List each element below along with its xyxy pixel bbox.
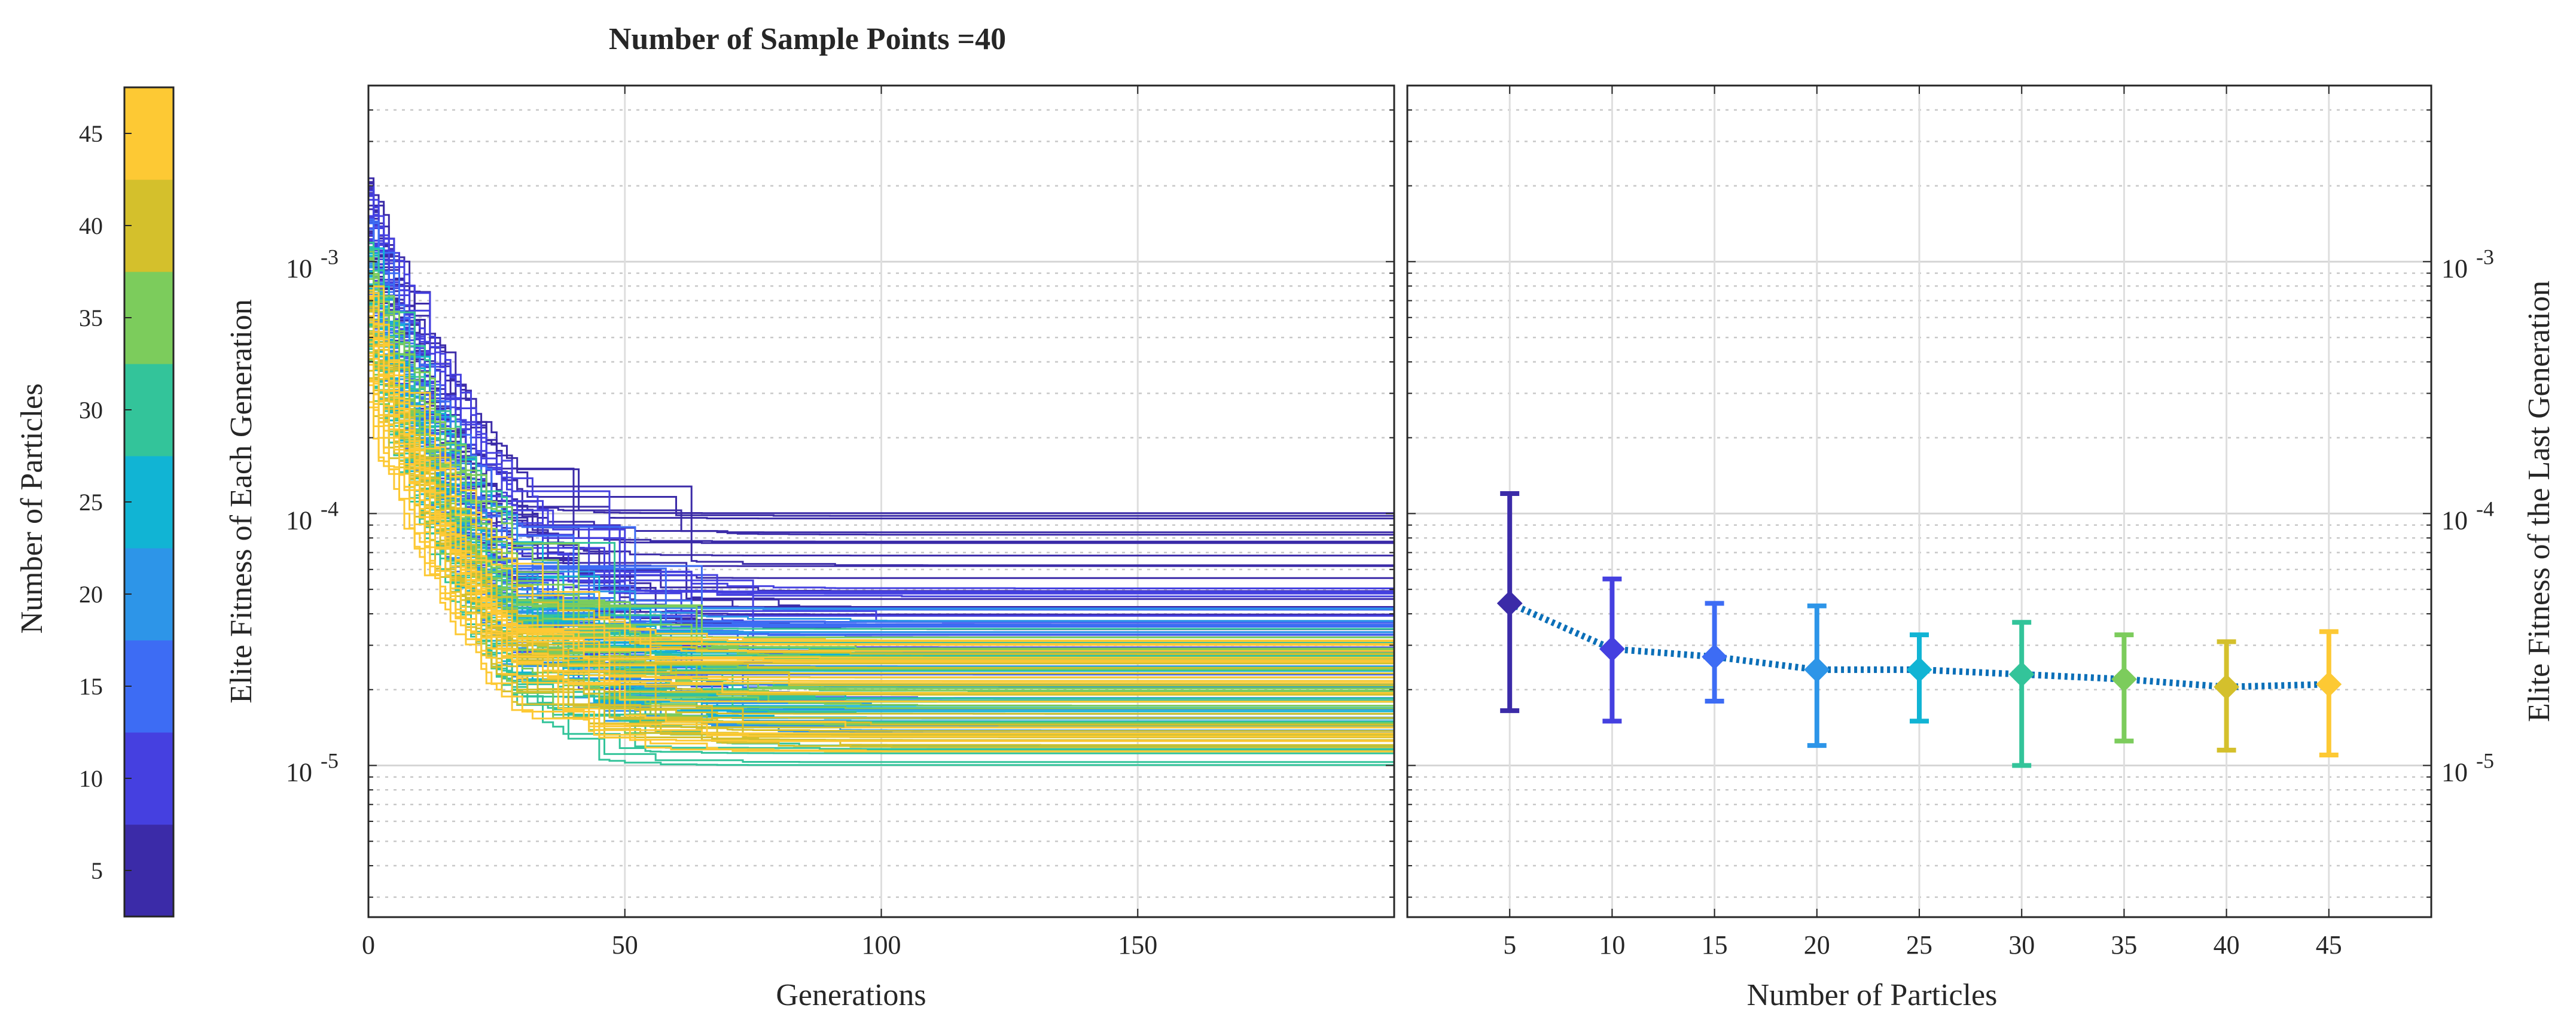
right-ylabel: Elite Fitness of the Last Generation [2522, 281, 2556, 722]
mean-marker [2111, 666, 2137, 692]
colorbar-blocks [124, 87, 173, 917]
series-line-45-particles [368, 315, 1394, 753]
x-tick-label: 45 [2316, 930, 2342, 960]
series-line-45-particles [368, 289, 1394, 652]
y-tick-label: 10 -4 [2441, 497, 2494, 535]
right-grid [1407, 84, 2431, 917]
colorbar-block [124, 732, 173, 825]
colorbar-tick-label: 35 [79, 305, 103, 331]
x-tick-label: 40 [2214, 930, 2240, 960]
series-line-45-particles [368, 406, 1394, 703]
y-tick-label: 10 -3 [286, 245, 339, 283]
y-tick-label: 10 -3 [2441, 245, 2494, 283]
mean-marker [1496, 590, 1523, 616]
y-tick-label: 10 -5 [286, 748, 339, 787]
mean-marker [1906, 656, 1932, 683]
series-line-45-particles [368, 285, 1394, 684]
mean-marker [1599, 636, 1625, 662]
mean-marker [2316, 671, 2342, 698]
colorbar: 5 10 15 20 25 30 35 40 45 Number of Particles [15, 86, 175, 918]
x-tick-label: 15 [1702, 930, 1728, 960]
left-series-lines [368, 177, 1394, 766]
colorbar-block [124, 548, 173, 641]
right-errorbars [1496, 491, 2342, 768]
left-xlabel: Generations [776, 978, 926, 1012]
left-lines-clipped [368, 177, 1394, 766]
x-tick-label: 35 [2111, 930, 2137, 960]
x-tick-label: 50 [612, 930, 638, 960]
mean-marker [1702, 644, 1728, 670]
colorbar-label: Number of Particles [15, 383, 49, 634]
mean-marker [2008, 661, 2035, 687]
colorbar-ticks: 5 10 15 20 25 30 35 40 45 [79, 120, 132, 884]
colorbar-tick-label: 25 [79, 489, 103, 516]
colorbar-block [124, 87, 173, 180]
series-line-45-particles [368, 380, 1394, 742]
colorbar-tick-label: 45 [79, 120, 103, 147]
right-panel: 10 -5 10 -4 10 -3 5 10 15 20 25 30 35 40 45 Number of … [1406, 84, 2556, 1012]
mean-marker [1804, 656, 1830, 683]
left-ylabel: Elite Fitness of Each Generation [224, 299, 258, 704]
colorbar-block [124, 456, 173, 549]
left-ticks: 10 -5 10 -4 10 -3 0 50 100 150 [286, 85, 1394, 960]
colorbar-block [124, 824, 173, 917]
y-tick-label: 10 -4 [286, 497, 339, 535]
x-tick-label: 0 [362, 930, 375, 960]
trend-line [1508, 600, 2329, 690]
x-tick-label: 150 [1118, 930, 1157, 960]
colorbar-tick-label: 40 [79, 212, 103, 239]
x-tick-label: 25 [1906, 930, 1932, 960]
colorbar-block [124, 179, 173, 272]
mean-marker [2214, 674, 2240, 700]
series-line-45-particles [368, 295, 1394, 646]
x-tick-label: 30 [2008, 930, 2035, 960]
right-xlabel: Number of Particles [1747, 978, 1998, 1012]
right-ticks: 10 -5 10 -4 10 -3 5 10 15 20 25 30 35 40 45 [1407, 85, 2494, 960]
series-line-35-particles [368, 330, 1394, 692]
series-line-45-particles [368, 321, 1394, 729]
colorbar-block [124, 272, 173, 364]
left-panel: 10 -5 10 -4 10 -3 0 50 100 150 Generations Elite … [224, 84, 1395, 1012]
x-tick-label: 100 [862, 930, 901, 960]
colorbar-tick-label: 30 [79, 397, 103, 424]
left-grid [367, 84, 1394, 917]
colorbar-tick-label: 10 [79, 765, 103, 792]
series-line-45-particles [368, 341, 1394, 678]
y-tick-label: 10 -5 [2441, 748, 2494, 787]
x-tick-label: 20 [1804, 930, 1830, 960]
colorbar-tick-label: 15 [79, 673, 103, 700]
x-tick-label: 5 [1503, 930, 1516, 960]
series-line-5-particles [368, 220, 1394, 517]
colorbar-tick-label: 5 [91, 857, 103, 884]
colorbar-block [124, 364, 173, 456]
figure-title: Number of Sample Points =40 [609, 22, 1006, 56]
colorbar-tick-label: 20 [79, 581, 103, 608]
colorbar-block [124, 640, 173, 733]
x-tick-label: 10 [1599, 930, 1625, 960]
series-line-35-particles [368, 258, 1394, 707]
